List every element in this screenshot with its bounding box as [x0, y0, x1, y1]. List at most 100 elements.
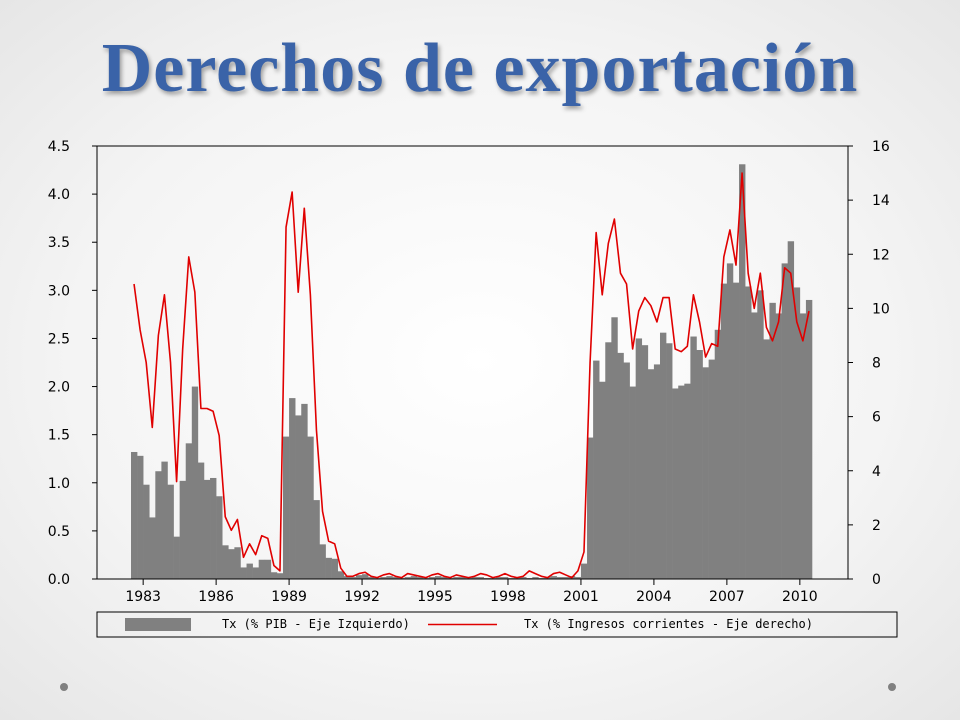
- bar: [289, 398, 296, 579]
- bar: [161, 461, 168, 579]
- bar: [580, 563, 588, 579]
- bar: [295, 415, 302, 579]
- slide-title: Derechos de exportación: [101, 30, 859, 107]
- bar: [185, 443, 193, 579]
- bar: [167, 484, 174, 579]
- bar: [380, 577, 387, 579]
- bar: [587, 437, 594, 579]
- bar: [781, 263, 788, 579]
- right-tick-label: 2: [872, 518, 881, 534]
- slide-dot-right: [888, 683, 896, 691]
- bar: [319, 544, 326, 579]
- legend: Tx (% PIB - Eje Izquierdo) Tx (% Ingreso…: [96, 611, 898, 638]
- line-series: [133, 172, 810, 579]
- bar: [708, 359, 716, 579]
- right-tick-label: 16: [872, 139, 890, 155]
- legend-bar-swatch: [125, 618, 191, 631]
- bar: [307, 436, 314, 579]
- bar: [325, 557, 332, 579]
- bar: [702, 367, 709, 579]
- bar: [191, 386, 199, 579]
- bar: [313, 500, 320, 579]
- slide-dot-left: [60, 683, 68, 691]
- legend-bar-label: Tx (% PIB - Eje Izquierdo): [222, 617, 410, 631]
- x-tick-label: 1998: [490, 589, 526, 605]
- x-tick-label: 1995: [417, 589, 453, 605]
- left-tick-label: 4.5: [48, 139, 70, 155]
- bar-series: [131, 164, 813, 579]
- bar: [629, 386, 636, 579]
- bar: [696, 349, 703, 579]
- bar: [769, 302, 776, 579]
- bar: [471, 577, 478, 579]
- bar: [131, 451, 138, 579]
- bar: [349, 577, 357, 579]
- bar: [641, 345, 649, 579]
- bar: [726, 263, 734, 579]
- bar: [477, 577, 484, 579]
- bar: [805, 299, 813, 579]
- bar: [246, 563, 253, 579]
- bar: [228, 549, 235, 579]
- bar: [799, 313, 807, 579]
- bar: [732, 282, 740, 579]
- bar: [684, 383, 691, 579]
- bar: [331, 558, 339, 579]
- bar: [149, 517, 156, 579]
- bar: [337, 571, 345, 579]
- bar: [605, 342, 612, 579]
- x-tick-label: 2010: [782, 589, 818, 605]
- bar: [714, 329, 722, 579]
- x-tick-label: 2007: [709, 589, 745, 605]
- x-tick-label: 1983: [125, 589, 161, 605]
- bar: [410, 576, 418, 579]
- x-tick-label: 2001: [563, 589, 599, 605]
- left-axis: 0.0 0.5 1.0 1.5 2.0 2.5 3.0 3.5 4.0 4.5: [48, 139, 97, 588]
- bar: [745, 286, 752, 579]
- bar: [617, 352, 624, 579]
- bar: [143, 484, 150, 579]
- bar: [690, 336, 697, 579]
- bar: [240, 567, 247, 579]
- bar: [787, 241, 795, 579]
- bar: [775, 313, 782, 579]
- left-tick-label: 0.5: [48, 524, 70, 540]
- bar: [234, 547, 241, 579]
- bar: [623, 362, 630, 579]
- bar: [368, 577, 375, 579]
- bar: [343, 576, 351, 579]
- bar: [495, 577, 503, 579]
- bar: [659, 332, 667, 579]
- bar: [197, 462, 205, 579]
- bar: [386, 576, 393, 579]
- bar: [222, 545, 229, 579]
- x-tick-label: 2004: [636, 589, 672, 605]
- bar: [428, 577, 436, 579]
- left-tick-label: 1.0: [48, 476, 70, 492]
- bar: [155, 471, 162, 579]
- right-tick-label: 0: [872, 572, 881, 588]
- right-tick-label: 12: [872, 247, 890, 263]
- bar: [520, 577, 527, 579]
- bar: [653, 364, 661, 579]
- bar: [739, 164, 746, 579]
- bar: [793, 287, 801, 579]
- x-tick-label: 1989: [271, 589, 307, 605]
- bar: [435, 576, 442, 579]
- bar: [550, 576, 557, 579]
- bar: [501, 577, 509, 579]
- bar: [252, 567, 259, 579]
- x-axis: 1983 1986 1989 1992 1995 1998 2001 2004 2007 2010: [125, 579, 818, 605]
- bar: [635, 338, 643, 579]
- bar: [270, 572, 278, 579]
- bar: [574, 577, 582, 579]
- bar: [763, 339, 770, 579]
- right-tick-label: 10: [872, 301, 890, 317]
- bar: [611, 317, 618, 579]
- bar: [210, 477, 217, 579]
- left-tick-label: 4.0: [48, 187, 70, 203]
- bar: [283, 436, 290, 579]
- bar: [179, 480, 187, 579]
- x-tick-label: 1992: [344, 589, 380, 605]
- bar: [647, 369, 655, 579]
